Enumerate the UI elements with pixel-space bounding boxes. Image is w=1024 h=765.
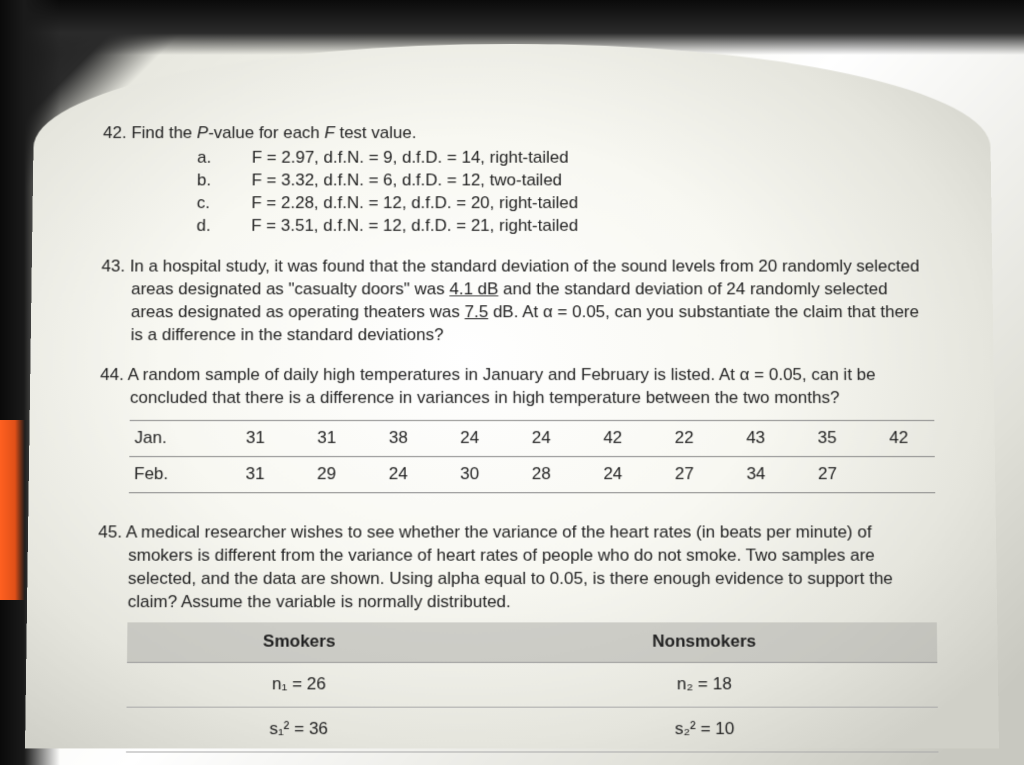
q45-s1: s₁² = 36 <box>126 707 471 752</box>
q42-b-text: F = 3.32, d.f.N. = 6, d.f.D. = 12, two-t… <box>252 169 932 192</box>
q42-item-c: c. F = 2.28, d.f.N. = 12, d.f.D. = 20, r… <box>197 192 932 215</box>
cell: 31 <box>219 457 291 493</box>
q42-item-a: a. F = 2.97, d.f.N. = 9, d.f.D. = 14, ri… <box>197 147 931 170</box>
q45-n1: n₁ = 26 <box>127 662 472 707</box>
q42-mid: -value for each <box>208 123 324 142</box>
cell <box>863 457 935 493</box>
q42-pre: Find the <box>131 123 197 142</box>
cell: 31 <box>291 421 363 457</box>
q42-f-italic: F <box>324 123 334 142</box>
q42-sublist: a. F = 2.97, d.f.N. = 9, d.f.D. = 14, ri… <box>196 147 932 238</box>
q45-s2: s₂² = 10 <box>471 707 938 752</box>
cell: 29 <box>291 457 363 493</box>
q45-n2: n₂ = 18 <box>471 662 938 707</box>
table-row: Feb. 31 29 24 30 28 24 27 34 27 <box>129 457 935 493</box>
q42-p-italic: P <box>197 123 208 142</box>
cell: 24 <box>434 421 506 457</box>
q42-number: 42. <box>103 123 127 142</box>
q42-c-text: F = 2.28, d.f.N. = 12, d.f.D. = 20, righ… <box>251 192 931 215</box>
q45-text: A medical researcher wishes to see wheth… <box>126 523 893 612</box>
cell: 34 <box>720 457 792 493</box>
q42-a-text: F = 2.97, d.f.N. = 9, d.f.D. = 14, right… <box>252 147 932 170</box>
q42-item-b: b. F = 3.32, d.f.N. = 6, d.f.D. = 12, tw… <box>197 169 932 192</box>
q44-jan-label: Jan. <box>129 421 219 457</box>
q42-post: test value. <box>335 123 417 142</box>
table-row: Jan. 31 31 38 24 24 42 22 43 35 42 <box>129 421 935 457</box>
table-row: s₁² = 36 s₂² = 10 <box>126 707 938 752</box>
table-row: Smokers Nonsmokers <box>127 622 937 662</box>
cell: 43 <box>720 421 792 457</box>
q45-h1: Smokers <box>127 622 471 662</box>
q44-text: A random sample of daily high temperatur… <box>128 365 876 407</box>
q45-h2: Nonsmokers <box>471 622 937 662</box>
cell: 30 <box>434 457 506 493</box>
q44-table: Jan. 31 31 38 24 24 42 22 43 35 42 Feb. … <box>129 420 935 493</box>
q42-d-text: F = 3.51, d.f.N. = 12, d.f.D. = 21, righ… <box>251 215 932 238</box>
cell: 31 <box>219 421 291 457</box>
question-44: 44. A random sample of daily high temper… <box>129 364 935 493</box>
q42-item-d: d. F = 3.51, d.f.N. = 12, d.f.D. = 21, r… <box>196 215 932 238</box>
q42-c-letter: c. <box>197 192 252 215</box>
table-row: n₁ = 26 n₂ = 18 <box>127 662 938 707</box>
cell: 38 <box>362 421 434 457</box>
cell: 28 <box>505 457 577 493</box>
textbook-page: 42. Find the P-value for each F test val… <box>25 44 999 749</box>
q43-body: In a hospital study, it was found that t… <box>130 256 920 343</box>
q43-val2: 7.5 <box>465 302 489 321</box>
q43-val1: 4.1 dB <box>449 279 498 298</box>
cell: 24 <box>362 457 434 493</box>
cell: 42 <box>863 421 935 457</box>
q45-table: Smokers Nonsmokers n₁ = 26 n₂ = 18 s₁² =… <box>126 622 938 752</box>
cell: 27 <box>792 457 864 493</box>
q45-number: 45. <box>98 523 122 542</box>
cell: 22 <box>648 421 720 457</box>
q43-number: 43. <box>101 256 125 275</box>
q42-b-letter: b. <box>197 169 252 192</box>
cell: 35 <box>791 421 863 457</box>
cell: 24 <box>505 421 577 457</box>
q42-a-letter: a. <box>197 147 252 170</box>
q44-feb-label: Feb. <box>129 457 220 493</box>
question-42: 42. Find the P-value for each F test val… <box>102 122 932 237</box>
cell: 24 <box>577 457 649 493</box>
question-45: 45. A medical researcher wishes to see w… <box>126 522 938 753</box>
photo-orange-tab <box>0 420 25 600</box>
q42-d-letter: d. <box>196 215 251 238</box>
question-43: 43. In a hospital study, it was found th… <box>131 255 934 346</box>
cell: 27 <box>649 457 721 493</box>
cell: 42 <box>577 421 649 457</box>
q44-number: 44. <box>100 365 124 384</box>
q42-prompt: Find the P-value for each F test value. <box>131 123 416 142</box>
